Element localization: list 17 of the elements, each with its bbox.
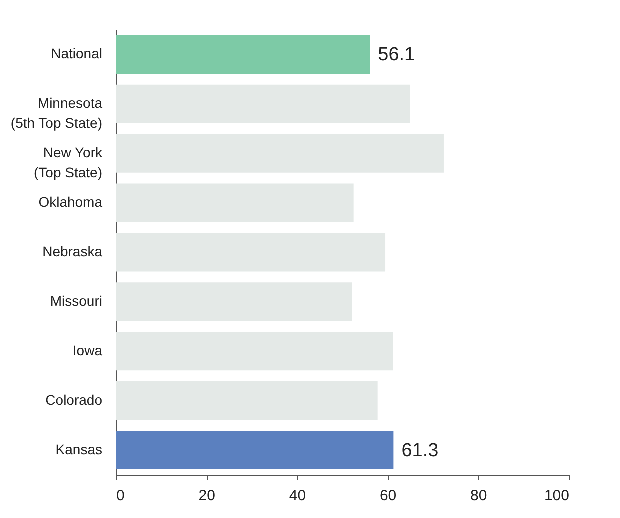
y-tick-label: National bbox=[51, 46, 102, 62]
x-tick-label: 0 bbox=[116, 488, 125, 504]
x-tick-label: 60 bbox=[380, 488, 397, 504]
y-tick-label: Kansas bbox=[56, 441, 102, 458]
y-tick-label: Minnesota (5th Top State) bbox=[10, 95, 103, 132]
y-tick-label: New York (Top State) bbox=[34, 144, 104, 181]
y-tick-label: Missouri bbox=[50, 292, 102, 309]
y-tick-label: Colorado bbox=[46, 392, 103, 408]
x-tick-label: 80 bbox=[470, 488, 488, 504]
y-tick-label: Oklahoma bbox=[38, 194, 103, 210]
x-tick-label: 100 bbox=[544, 488, 570, 504]
x-tick-label: 20 bbox=[198, 488, 216, 504]
data-label: 56.1 bbox=[378, 44, 416, 66]
x-tick-label: 40 bbox=[289, 488, 306, 504]
y-tick-label: Iowa bbox=[72, 342, 103, 358]
data-label: 61.3 bbox=[402, 440, 439, 462]
y-tick-label: Nebraska bbox=[42, 244, 103, 260]
